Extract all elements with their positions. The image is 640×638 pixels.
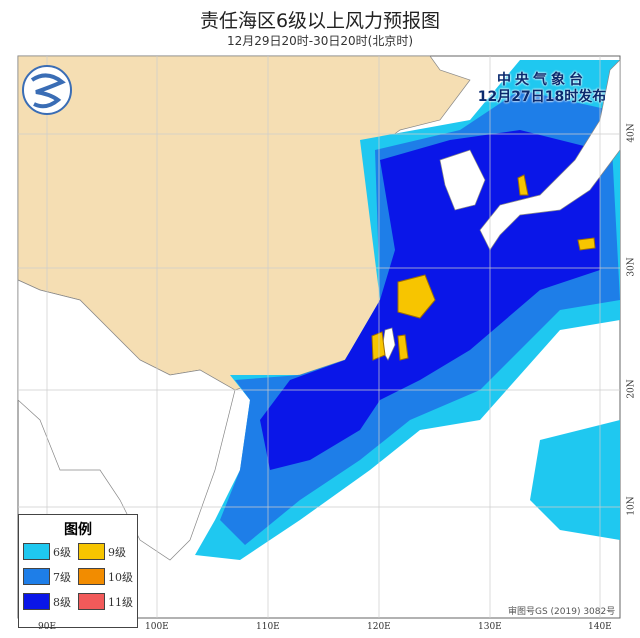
lon-tick: 140E [588,622,612,632]
legend-label: 8级 [53,595,71,609]
japan-land [479,59,621,251]
map-subtitle: 12月29日20时-30日20时(北京时) [226,34,414,48]
swatch [78,543,105,560]
lat-tick: 20N [626,379,637,399]
map-title: 责任海区6级以上风力预报图 [199,10,441,32]
legend-item: 10级 [78,568,133,585]
lon-tick: 130E [478,622,502,632]
swatch [78,568,105,585]
lon-tick: 100E [145,622,169,632]
legend-title: 图例 [64,522,92,538]
lat-tick: 30N [626,257,637,277]
legend-item: 7级 [23,568,71,585]
graticule [18,56,620,618]
southeast-asia-land [17,279,236,561]
legend-label: 7级 [53,570,71,584]
lon-tick: 90E [38,622,57,632]
map-approval-number: 审图号GS (2019) 3082号 [508,607,616,617]
cma-logo [22,65,72,115]
wind-level-9-area [577,237,596,251]
issuer-block: 中央气象台 12月27日18时发布 [474,72,610,106]
issuer-name: 中央气象台 [497,72,587,88]
legend-item: 6级 [23,543,71,560]
lon-tick: 110E [256,622,280,632]
swatch [23,593,50,610]
wind-level-9-area [517,174,529,196]
legend-item: 8级 [23,593,71,610]
wind-level-9-area [397,274,436,319]
lon-tick: 120E [367,622,391,632]
legend-label: 11级 [108,595,133,609]
wind-level-9-area [371,331,386,361]
swatch [78,593,105,610]
legend-item: 11级 [78,593,133,610]
legend: 图例 6级 9级 7级 10级 8级 11级 [18,514,138,628]
lat-tick: 40N [626,123,637,143]
legend-item: 9级 [78,543,126,560]
legend-label: 9级 [108,545,126,559]
lat-tick: 10N [626,496,637,516]
korea-land [439,149,486,211]
legend-label: 6级 [53,545,71,559]
issue-time: 12月27日18时发布 [477,89,607,105]
wind-level-6-area-south [530,420,620,540]
legend-label: 10级 [108,570,133,584]
wind-level-9-area [397,334,409,361]
swatch [23,568,50,585]
swatch [23,543,50,560]
